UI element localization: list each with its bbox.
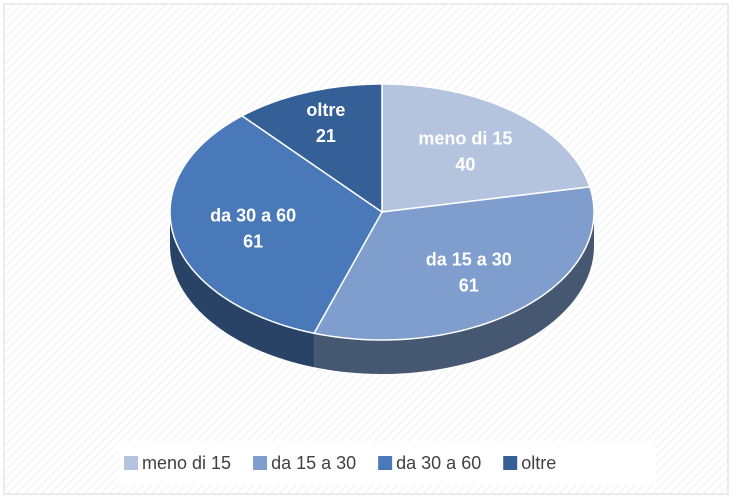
legend-swatch xyxy=(253,456,268,470)
category-label: da 30 a 60 xyxy=(210,206,296,226)
value-label: 21 xyxy=(316,126,336,146)
data-label: da 30 a 60 61 xyxy=(210,206,296,252)
value-label: 40 xyxy=(455,155,475,175)
data-label: da 15 a 30 61 xyxy=(426,250,512,296)
legend-swatch xyxy=(378,456,393,470)
pie-side xyxy=(314,212,594,374)
data-label: oltre 21 xyxy=(306,100,345,146)
pie-slice xyxy=(313,186,595,341)
legend-swatch xyxy=(124,456,138,470)
legend-label: meno di 15 xyxy=(142,453,231,473)
category-label: meno di 15 xyxy=(418,129,512,149)
pie-slice xyxy=(241,83,383,213)
value-label: 61 xyxy=(243,232,263,252)
value-label: 61 xyxy=(459,276,479,296)
legend-swatch xyxy=(503,456,518,470)
legend-label: oltre xyxy=(521,453,556,473)
category-label: da 15 a 30 xyxy=(426,250,512,270)
legend-label: da 30 a 60 xyxy=(396,453,481,473)
pie-slice xyxy=(381,83,591,213)
legend: meno di 15 da 15 a 30 da 30 a 60 oltre xyxy=(124,453,556,473)
data-label: meno di 15 40 xyxy=(418,129,512,175)
pie-slice xyxy=(169,115,383,335)
legend-label: da 15 a 30 xyxy=(271,453,356,473)
pie-side xyxy=(170,212,315,368)
category-label: oltre xyxy=(306,100,345,120)
pie: meno di 15 40 da 15 a 30 61 da 30 a 60 61 oltr… xyxy=(169,83,595,374)
